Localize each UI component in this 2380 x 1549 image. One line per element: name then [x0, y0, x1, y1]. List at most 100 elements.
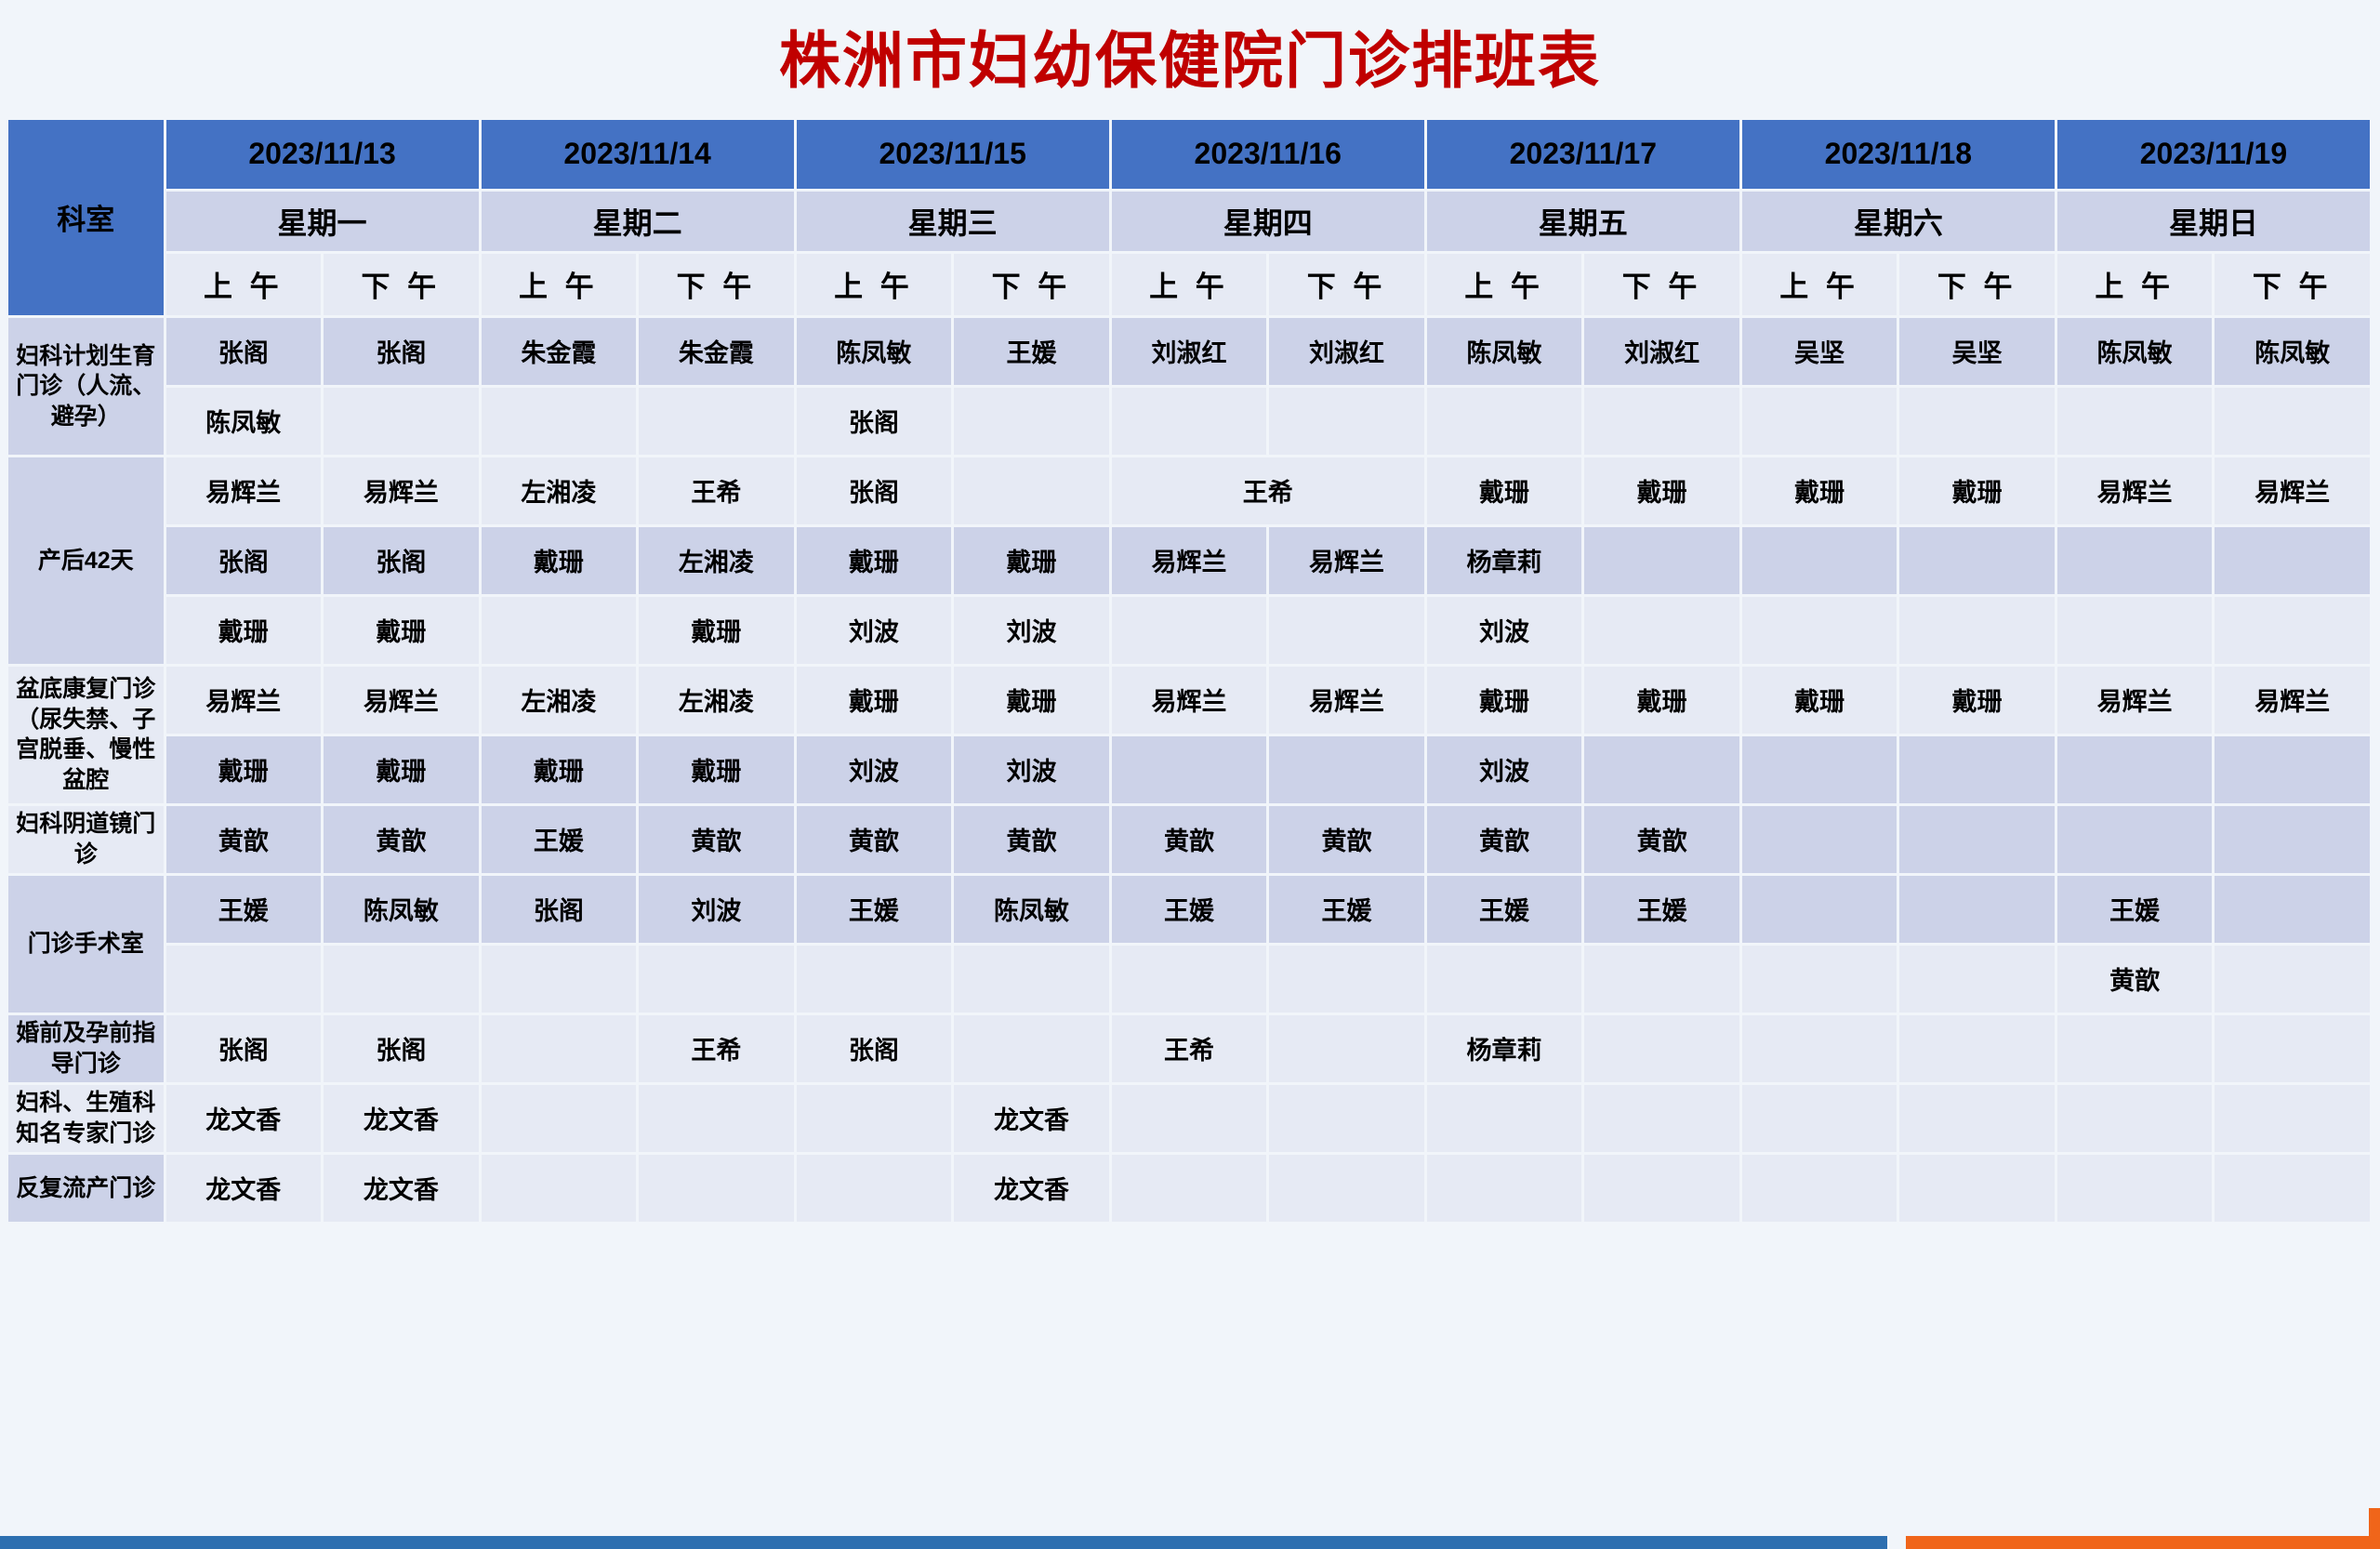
schedule-cell: [165, 945, 322, 1013]
schedule-cell: 黄歆: [796, 805, 952, 873]
header-date-6: 2023/11/19: [2056, 119, 2370, 189]
schedule-cell: [1584, 1014, 1739, 1082]
schedule-cell: [1111, 1154, 1267, 1222]
schedule-cell: 戴珊: [954, 666, 1109, 734]
schedule-cell: [1899, 805, 2055, 873]
department-name: 盆底康复门诊（尿失禁、子宫脱垂、慢性盆腔: [8, 666, 164, 803]
header-halfday-4: 上 午: [796, 253, 952, 315]
schedule-cell: 戴珊: [796, 666, 952, 734]
schedule-cell: [1741, 945, 1897, 1013]
schedule-cell: 张阁: [481, 875, 637, 943]
schedule-cell: 黄歆: [1584, 805, 1739, 873]
schedule-cell: [2215, 875, 2370, 943]
schedule-cell: [2056, 735, 2213, 803]
schedule-cell: 张阁: [796, 457, 952, 524]
schedule-cell: 黄歆: [1426, 805, 1582, 873]
schedule-cell: [2056, 387, 2213, 455]
schedule-cell: 刘波: [796, 735, 952, 803]
schedule-cell: 戴珊: [1899, 457, 2055, 524]
schedule-cell: 杨章莉: [1426, 1014, 1582, 1082]
schedule-cell: [324, 387, 479, 455]
schedule-cell: [2056, 596, 2213, 664]
schedule-cell: [1741, 1154, 1897, 1222]
schedule-cell: 王媛: [954, 317, 1109, 385]
header-halfday-0: 上 午: [165, 253, 322, 315]
schedule-cell: 易辉兰: [324, 666, 479, 734]
schedule-cell: 易辉兰: [2056, 666, 2213, 734]
schedule-cell: 王媛: [481, 805, 637, 873]
table-row: 妇科计划生育门诊（人流、避孕） 张阁 张阁 朱金霞 朱金霞 陈凤敏 王媛 刘淑红 刘淑红 陈凤敏刘…: [8, 317, 2370, 455]
schedule-cell: 易辉兰: [2215, 457, 2370, 524]
header-date-4: 2023/11/17: [1426, 119, 1739, 189]
page-title: 株洲市妇幼保健院门诊排班表: [779, 26, 1601, 95]
schedule-cell: [2215, 526, 2370, 594]
schedule-cell: [324, 945, 479, 1013]
schedule-cell: 戴珊: [1741, 457, 1897, 524]
header-halfday-3: 下 午: [639, 253, 794, 315]
schedule-cell: 吴坚: [1741, 317, 1897, 385]
table-row: 妇科、生殖科知名专家门诊 龙文香 龙文香 龙文香: [8, 1084, 2370, 1152]
schedule-cell: 陈凤敏: [954, 875, 1109, 943]
schedule-cell: 戴珊: [324, 596, 479, 664]
schedule-cell: [639, 1084, 794, 1152]
schedule-cell: 王媛: [1584, 875, 1739, 943]
schedule-cell: 戴珊: [481, 735, 637, 803]
schedule-cell: [1111, 1084, 1267, 1152]
schedule-cell: 易辉兰: [2215, 666, 2370, 734]
schedule-cell: 龙文香: [954, 1154, 1109, 1222]
schedule-cell: 龙文香: [165, 1154, 322, 1222]
schedule-cell: [481, 596, 637, 664]
schedule-cell: [1269, 945, 1424, 1013]
schedule-cell: 易辉兰: [1111, 526, 1267, 594]
table-row: 陈凤敏 张阁: [8, 387, 2370, 455]
schedule-cell: [1741, 596, 1897, 664]
schedule-cell: [1269, 596, 1424, 664]
schedule-cell: [1899, 596, 2055, 664]
schedule-cell: 戴珊: [639, 596, 794, 664]
schedule-cell: [954, 1014, 1109, 1082]
schedule-cell: 戴珊: [796, 526, 952, 594]
schedule-cell: [639, 1154, 794, 1222]
schedule-cell: 吴坚: [1899, 317, 2055, 385]
schedule-cell: [1426, 1084, 1582, 1152]
table-row: 妇科阴道镜门诊 黄歆 黄歆 王媛 黄歆 黄歆 黄歆 黄歆 黄歆 黄歆 黄歆: [8, 805, 2370, 873]
schedule-cell: 黄歆: [2056, 945, 2213, 1013]
schedule-cell: [1584, 735, 1739, 803]
schedule-cell: [796, 1154, 952, 1222]
header-row-dates: 科室 2023/11/13 2023/11/14 2023/11/15 2023…: [8, 119, 2370, 315]
header-date-3: 2023/11/16: [1111, 119, 1424, 189]
schedule-cell: 王希: [1111, 1014, 1267, 1082]
schedule-cell: 朱金霞: [639, 317, 794, 385]
table-row: 反复流产门诊 龙文香 龙文香 龙文香: [8, 1154, 2370, 1222]
schedule-cell: 戴珊: [1741, 666, 1897, 734]
schedule-cell: 黄歆: [639, 805, 794, 873]
schedule-cell: [2215, 1014, 2370, 1082]
header-weekday-6: 星期日: [2056, 191, 2370, 251]
department-name: 门诊手术室: [8, 875, 164, 1013]
schedule-cell: 王希: [639, 457, 794, 524]
schedule-cell: [1899, 1014, 2055, 1082]
schedule-cell: 陈凤敏: [2215, 317, 2370, 385]
schedule-cell: [481, 1154, 637, 1222]
header-date-0: 2023/11/13: [165, 119, 479, 189]
header-halfday-8: 上 午: [1426, 253, 1582, 315]
department-name: 婚前及孕前指导门诊: [8, 1014, 164, 1082]
table-row: 黄歆: [8, 945, 2370, 1013]
schedule-cell: [1899, 1154, 2055, 1222]
header-weekday-2: 星期三: [796, 191, 1109, 251]
schedule-cell: 易辉兰: [1269, 666, 1424, 734]
schedule-cell: [2056, 1084, 2213, 1152]
schedule-cell: [2056, 526, 2213, 594]
schedule-cell: 王媛: [2056, 875, 2213, 943]
schedule-cell: [1111, 735, 1267, 803]
schedule-cell: [954, 945, 1109, 1013]
header-halfday-2: 上 午: [481, 253, 637, 315]
schedule-cell: 陈凤敏: [165, 387, 322, 455]
schedule-cell: 戴珊: [324, 735, 479, 803]
header-date-1: 2023/11/14: [481, 119, 794, 189]
schedule-cell: [1899, 945, 2055, 1013]
schedule-cell: 黄歆: [1111, 805, 1267, 873]
schedule-cell: 张阁: [324, 317, 479, 385]
schedule-cell: 戴珊: [1584, 666, 1739, 734]
header-department-label: 科室: [8, 119, 164, 315]
